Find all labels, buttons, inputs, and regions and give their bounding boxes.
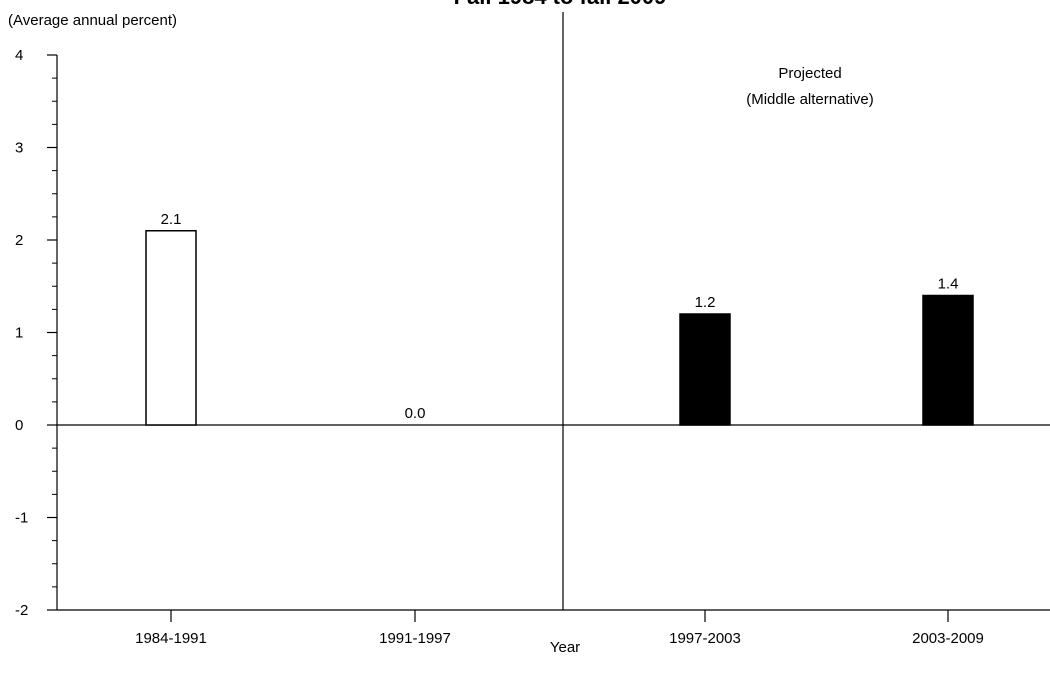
y-tick-label: 4 — [15, 47, 23, 64]
x-tick-label: 1997-2003 — [669, 630, 741, 647]
data-label: 1.2 — [695, 294, 716, 311]
x-tick-label: 1984-1991 — [135, 630, 207, 647]
bar — [145, 230, 197, 426]
projected-sublabel: (Middle alternative) — [746, 91, 874, 108]
chart-title: Fall 1984 to fall 2009 — [454, 0, 667, 9]
y-tick-label: -1 — [15, 510, 28, 527]
y-axis-ticks: 4 3 2 1 0 -1 -2 — [15, 47, 57, 619]
y-tick-label: 0 — [15, 417, 23, 434]
data-label: 2.1 — [161, 211, 182, 228]
projected-label: Projected — [778, 65, 841, 82]
y-tick-label: 3 — [15, 140, 23, 157]
y-axis-title: (Average annual percent) — [8, 12, 177, 29]
bar — [922, 294, 974, 426]
y-tick-label: 2 — [15, 232, 23, 249]
bar — [679, 313, 731, 426]
data-label: 0.0 — [405, 405, 426, 422]
x-axis-ticks: 1984-1991 1991-1997 1997-2003 2003-2009 — [135, 610, 984, 647]
x-tick-label: 1991-1997 — [379, 630, 451, 647]
x-tick-label: 2003-2009 — [912, 630, 984, 647]
bars: 2.1 0.0 1.2 1.4 — [145, 211, 974, 426]
x-axis-title: Year — [550, 639, 580, 656]
y-tick-label: -2 — [15, 602, 28, 619]
data-label: 1.4 — [938, 276, 959, 293]
y-tick-label: 1 — [15, 325, 23, 342]
